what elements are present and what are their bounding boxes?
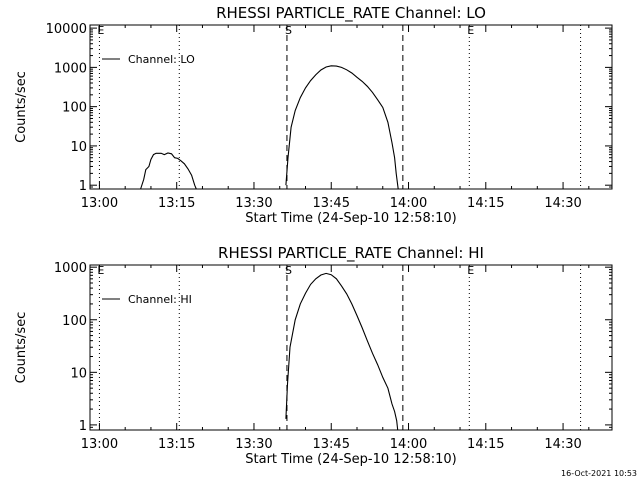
- data-series-line: [285, 272, 399, 431]
- marker-label: S: [285, 24, 292, 37]
- x-tick-label: 14:30: [544, 196, 581, 211]
- y-tick-label: 1: [79, 419, 87, 434]
- chart-panel-hi: RHESSI PARTICLE_RATE Channel: HI 13:00 13:…: [14, 244, 613, 467]
- x-tick-label: 14:00: [390, 437, 427, 452]
- x-tick-label: 13:45: [313, 437, 350, 452]
- y-tick-label: 100: [62, 101, 87, 116]
- plot-frame: [89, 264, 613, 431]
- y-tick-label: 1000: [54, 61, 87, 76]
- y-tick-label: 1: [79, 179, 87, 194]
- chart-panel-lo: RHESSI PARTICLE_RATE Channel: LO 13:00 13:…: [14, 4, 613, 226]
- y-axis-label: Counts/sec: [14, 71, 29, 143]
- y-tick-label: 10000: [46, 22, 87, 37]
- x-tick-label: 13:30: [235, 437, 272, 452]
- x-tick-label: 14:30: [544, 437, 581, 452]
- x-tick-label: 14:15: [467, 437, 504, 452]
- x-tick-label: 13:15: [158, 437, 195, 452]
- marker-label: E: [467, 24, 474, 37]
- legend-label: Channel: HI: [128, 293, 192, 306]
- x-tick-label: 13:00: [81, 437, 118, 452]
- data-series-line: [140, 152, 197, 190]
- marker-label: E: [97, 24, 104, 37]
- marker-label: E: [97, 264, 104, 277]
- x-axis-label: Start Time (24-Sep-10 12:58:10): [245, 452, 456, 467]
- chart-title: RHESSI PARTICLE_RATE Channel: LO: [216, 4, 486, 23]
- x-tick-label: 14:15: [467, 196, 504, 211]
- x-tick-label: 13:15: [158, 196, 195, 211]
- timestamp-label: 16-Oct-2021 10:53: [561, 469, 637, 478]
- chart-title: RHESSI PARTICLE_RATE Channel: HI: [218, 244, 484, 263]
- y-tick-label: 1000: [54, 261, 87, 276]
- y-tick-label: 10: [70, 366, 87, 381]
- x-tick-label: 14:00: [390, 196, 427, 211]
- x-tick-label: 13:00: [81, 196, 118, 211]
- plot-frame: [89, 24, 613, 190]
- marker-label: S: [285, 264, 292, 277]
- y-tick-label: 100: [62, 314, 87, 329]
- y-axis-label: Counts/sec: [14, 312, 29, 384]
- legend-label: Channel: LO: [128, 53, 195, 66]
- marker-label: E: [467, 264, 474, 277]
- x-axis-label: Start Time (24-Sep-10 12:58:10): [245, 211, 456, 226]
- y-tick-label: 10: [70, 140, 87, 155]
- x-tick-label: 13:30: [235, 196, 272, 211]
- x-tick-label: 13:45: [313, 196, 350, 211]
- data-series-line: [285, 65, 399, 190]
